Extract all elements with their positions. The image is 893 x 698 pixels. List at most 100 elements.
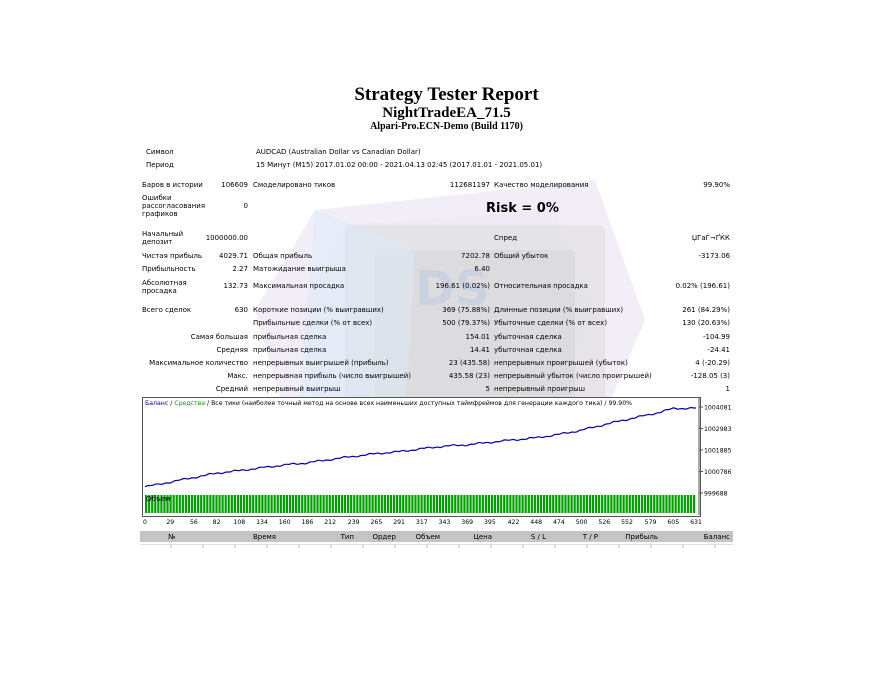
volume-bar <box>503 495 506 513</box>
report-title: Strategy Tester Report <box>354 84 539 105</box>
y-tick-label: 1004081 <box>704 405 732 412</box>
volume-bar <box>668 495 671 513</box>
abs-dd-label-1: Абсолютная <box>142 279 187 287</box>
deposit-label-1: Начальный <box>142 230 184 238</box>
server-name: Alpari-Pro.ECN-Demo (Build 1170) <box>370 121 523 132</box>
volume-bar <box>610 495 613 513</box>
volume-bar <box>469 495 472 513</box>
volume-bar <box>365 495 368 513</box>
gross-loss-value: -3173.06 <box>698 252 730 260</box>
gross-profit-value: 7202.78 <box>461 252 490 260</box>
volume-bar <box>392 495 396 513</box>
short-value: 369 (75.88%) <box>442 306 490 314</box>
loss-trades-value: 130 (20.63%) <box>682 319 730 327</box>
average-loss-value: -24.41 <box>707 346 730 354</box>
volume-bar <box>148 495 151 513</box>
volume-bar <box>350 495 353 513</box>
profit-trades-value: 500 (79.37%) <box>442 319 490 327</box>
max-dd-value: 196.61 (0.02%) <box>435 282 490 290</box>
volume-bar <box>521 495 524 513</box>
x-tick-label: 0 <box>143 519 147 526</box>
x-tick-label: 369 <box>461 519 473 526</box>
balance-line <box>144 406 696 488</box>
net-profit-value: 4029.71 <box>219 252 248 260</box>
volume-bar <box>509 495 512 513</box>
volume-bar <box>353 495 356 513</box>
volume-bar <box>463 495 466 513</box>
volume-bar <box>481 495 484 513</box>
volume-bar <box>524 495 527 513</box>
volume-bar <box>588 495 592 513</box>
volume-bar <box>304 495 307 513</box>
volume-bar <box>622 495 625 513</box>
volume-label: Объем <box>146 495 171 503</box>
volume-bar <box>604 495 607 513</box>
deposit-label-2: депозит <box>142 238 173 246</box>
volume-bar <box>533 495 536 513</box>
volume-bar <box>157 495 160 513</box>
volume-bar <box>175 495 178 513</box>
volume-bar <box>386 495 390 513</box>
volume-bar <box>246 495 249 513</box>
volume-bar <box>438 495 442 513</box>
cons-wins-label: непрерывных выигрышей (прибыль) <box>253 359 389 367</box>
period-value: 15 Минут (M15) 2017.01.02 00:00 - 2021.0… <box>256 161 543 169</box>
volume-bar <box>637 495 641 513</box>
volume-bar <box>490 495 494 513</box>
expected-payoff-label: Матожидание выигрыша <box>253 265 346 273</box>
volume-bar <box>423 495 426 513</box>
volume-bar <box>206 495 209 513</box>
volume-bar <box>625 495 628 513</box>
x-tick-label: 474 <box>553 519 565 526</box>
volume-bar <box>218 495 221 513</box>
rel-dd-value: 0.02% (196.61) <box>675 282 730 290</box>
volume-bar <box>582 495 585 513</box>
volume-bar <box>291 495 295 513</box>
volume-bar <box>634 495 637 513</box>
max-dd-label: Максимальная просадка <box>253 282 345 290</box>
volume-bar <box>662 495 665 513</box>
volume-bar <box>552 495 555 513</box>
avg-wins-value: 5 <box>485 385 490 393</box>
volume-bar <box>163 495 166 513</box>
cons-losses-value: 4 (-20.29) <box>695 359 730 367</box>
rel-dd-label: Относительная просадка <box>494 282 588 290</box>
volume-bar <box>160 495 163 513</box>
volume-bar <box>359 495 362 513</box>
quality-label: Качество моделирования <box>494 181 589 189</box>
cons-loss-label: непрерывный убыток (число проигрышей) <box>494 372 652 380</box>
volume-bar <box>472 495 475 513</box>
x-tick-label: 343 <box>439 519 451 526</box>
volume-bar <box>546 495 549 513</box>
chart-header: Баланс / Средства / Все тики (наиболее т… <box>145 399 632 408</box>
volume-bar <box>233 495 236 513</box>
volume-bar <box>396 495 399 513</box>
avg-losses-label: непрерывный проигрыш <box>494 385 586 393</box>
short-label: Короткие позиции (% выигравших) <box>253 306 384 314</box>
col-price: Цена <box>473 533 492 541</box>
gross-loss-label: Общий убыток <box>494 252 549 260</box>
volume-bar <box>325 495 328 513</box>
volume-bar <box>466 495 469 513</box>
volume-bar <box>288 495 292 513</box>
volume-bar <box>435 495 439 513</box>
col-balance: Баланс <box>703 533 730 541</box>
volume-bar <box>640 495 644 513</box>
volume-bar <box>310 495 313 513</box>
ticks-label: Смоделировано тиков <box>253 181 336 189</box>
volume-bar <box>417 495 420 513</box>
volume-bar <box>607 495 610 513</box>
volume-bar <box>585 495 588 513</box>
volume-bar <box>187 495 191 513</box>
volume-bar <box>576 495 579 513</box>
spread-label: Спред <box>494 234 518 242</box>
volume-bar <box>619 495 622 513</box>
col-type: Тип <box>340 533 354 541</box>
largest-label: Самая большая <box>190 333 248 341</box>
volume-bar <box>151 495 154 513</box>
volume-bar <box>190 495 194 513</box>
volume-bar <box>239 495 243 513</box>
x-tick-label: 631 <box>690 519 702 526</box>
average-loss-label: убыточная сделка <box>494 346 562 354</box>
volume-bar <box>279 495 282 513</box>
